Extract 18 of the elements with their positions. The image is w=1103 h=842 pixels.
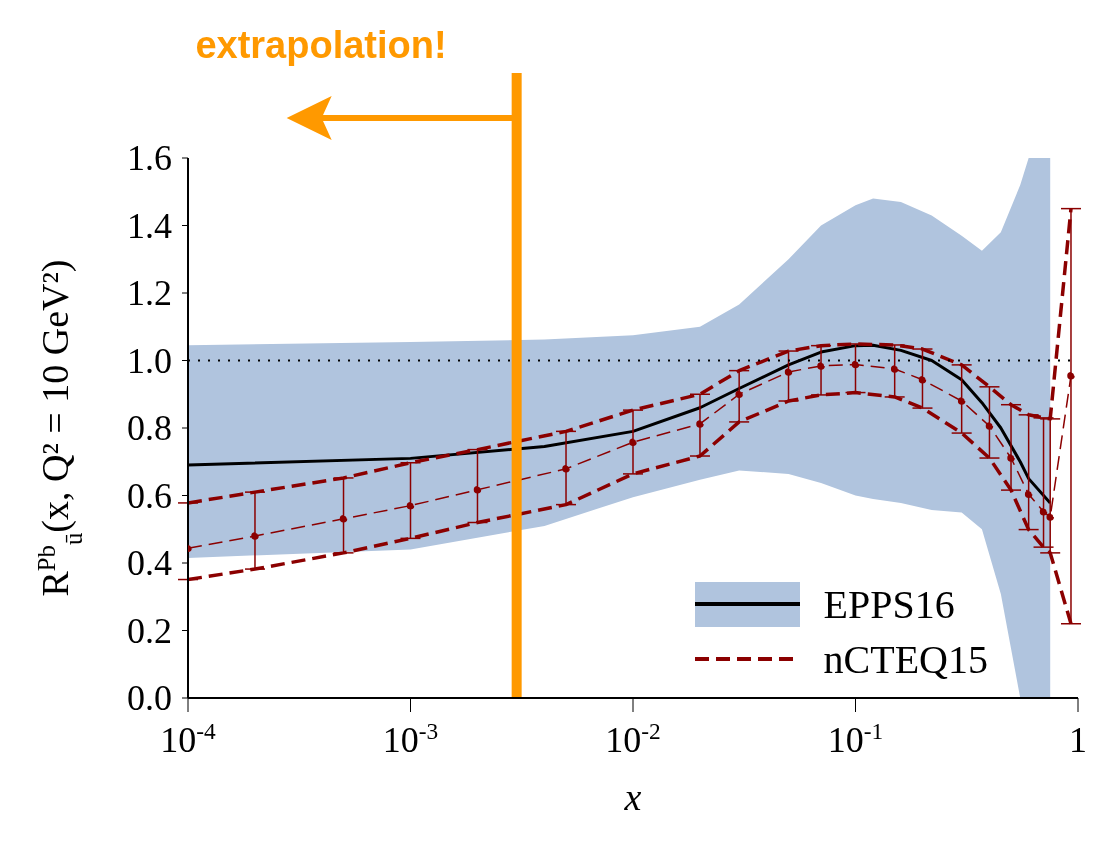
y-tick-label: 0.2 xyxy=(127,610,172,651)
x-tick-label: 10$^{-3}$ xyxy=(382,718,439,760)
y-tick-label: 1.6 xyxy=(127,138,172,178)
y-tick-label: 0.6 xyxy=(127,475,172,516)
x-tick-label: 1 xyxy=(1069,720,1087,760)
x-tick-label: 10$^{-2}$ xyxy=(605,718,661,760)
x-tick-label: 10$^{-1}$ xyxy=(827,718,884,760)
y-tick-label: 0.8 xyxy=(127,408,172,448)
y-tick-label: 0.4 xyxy=(127,543,172,583)
y-tick-label: 1.0 xyxy=(127,340,172,381)
y-tick-label: 1.4 xyxy=(127,205,172,246)
y-tick-label: 1.2 xyxy=(127,273,172,313)
y-tick-label: 0.0 xyxy=(127,678,172,718)
legend-label: EPPS16 xyxy=(823,581,955,628)
x-axis-title: x xyxy=(623,776,642,818)
ref-line-label: extrapolation! xyxy=(195,24,447,66)
legend-label: nCTEQ15 xyxy=(823,636,988,683)
x-tick-label: 10$^{-4}$ xyxy=(160,718,217,760)
